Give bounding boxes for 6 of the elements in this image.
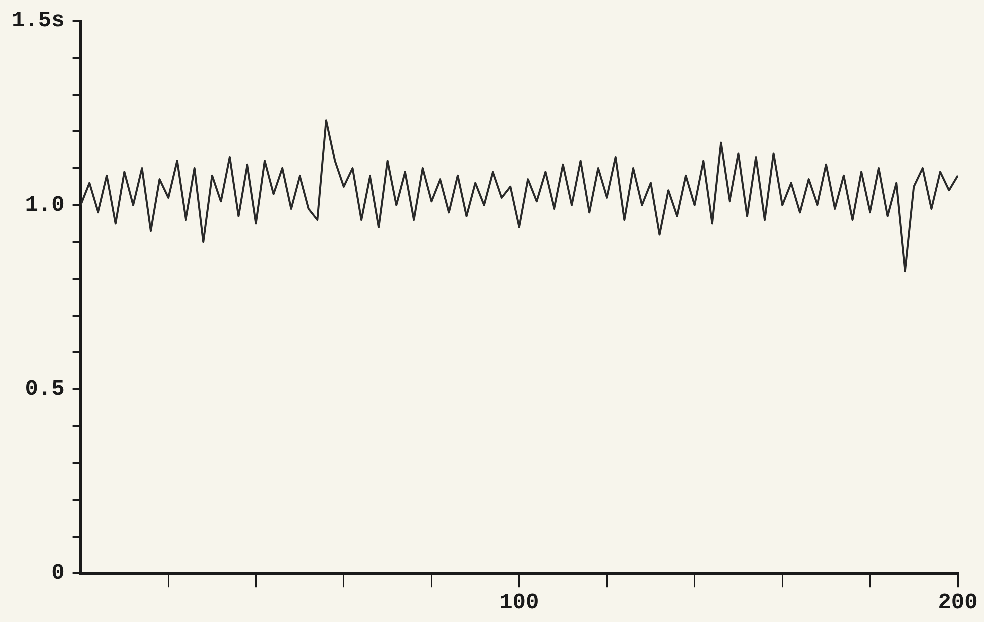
y-tick-label: 0.5 [25,377,65,402]
x-tick-label: 200 [938,590,978,616]
y-tick-label: 1.0 [25,192,65,218]
y-tick-label: 0 [52,561,65,586]
y-tick-label: 1.5s [12,8,65,34]
x-tick-label: 100 [500,590,540,616]
